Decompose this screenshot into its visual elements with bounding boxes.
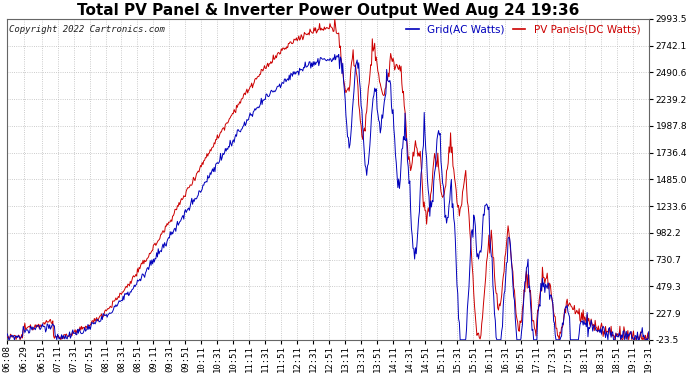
Title: Total PV Panel & Inverter Power Output Wed Aug 24 19:36: Total PV Panel & Inverter Power Output W… [77, 3, 579, 18]
Text: Copyright 2022 Cartronics.com: Copyright 2022 Cartronics.com [8, 26, 164, 34]
Legend: Grid(AC Watts), PV Panels(DC Watts): Grid(AC Watts), PV Panels(DC Watts) [406, 24, 640, 34]
